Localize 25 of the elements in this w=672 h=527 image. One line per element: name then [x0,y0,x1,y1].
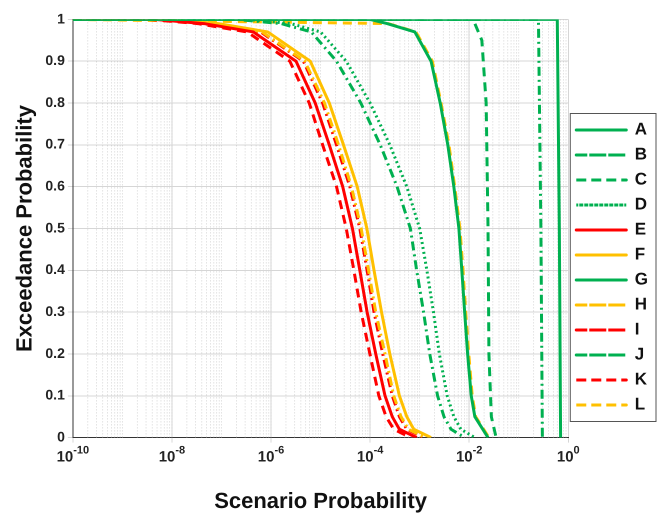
y-tick-label: 0 [57,428,66,444]
y-tick-label: 0.6 [45,178,66,194]
legend-label: L [634,394,646,414]
y-tick-label: 0.9 [45,52,66,68]
legend-label: B [634,144,648,164]
x-axis-title: Scenario Probability [214,488,428,513]
y-tick-label: 1 [57,10,66,26]
legend-label: C [634,170,648,189]
legend-label: F [634,244,646,264]
y-axis-title: Exceedance Probability [11,104,36,352]
y-tick-label: 0.7 [45,136,66,152]
legend-label: H [634,294,648,314]
y-tick-label: 0.1 [45,386,66,403]
legend-label: I [634,320,640,339]
y-tick-label: 0.8 [45,94,66,110]
y-tick-label: 0.4 [45,261,66,278]
legend-label: D [634,194,648,214]
legend-label: A [634,120,648,139]
legend-label: E [634,220,646,239]
legend-label: J [634,344,644,364]
legend-label: G [634,270,648,289]
y-tick-label: 0.2 [45,344,66,361]
legend-label: K [634,370,648,389]
y-tick-label: 0.3 [45,303,66,319]
y-tick-label: 0.5 [45,219,66,236]
